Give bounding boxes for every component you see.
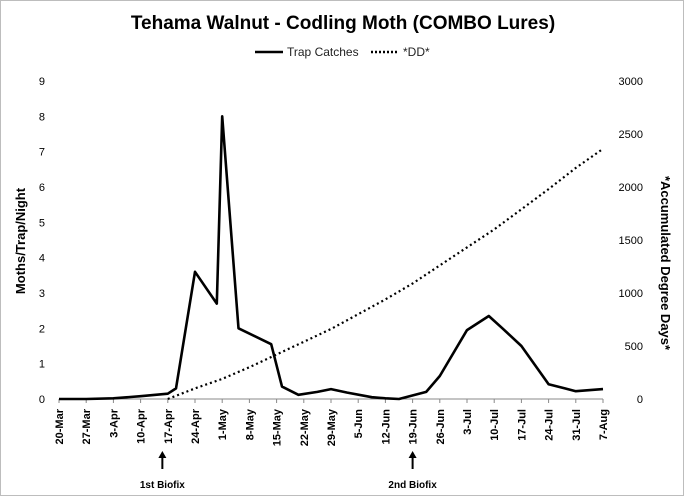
x-tick-label: 26-Jun [435,409,447,445]
chart-title: Tehama Walnut - Codling Moth (COMBO Lure… [131,13,555,34]
y-axis-right-title: *Accumulated Degree Days* [658,176,673,351]
y-right-tick-label: 0 [637,394,643,406]
y-left-tick-label: 3 [39,288,45,300]
x-tick-label: 8-May [244,408,256,440]
x-tick-label: 31-Jul [571,409,583,441]
x-tick-label: 27-Mar [81,408,93,444]
y-right-tick-label: 1000 [619,288,643,300]
x-tick-label: 19-Jun [408,409,420,445]
x-tick-label: 15-May [272,408,284,446]
x-tick-label: 12-Jun [380,409,392,445]
y-right-tick-label: 2500 [619,129,643,141]
y-left-tick-label: 4 [39,253,45,265]
x-tick-label: 22-May [299,408,311,446]
legend: Trap Catches *DD* [255,45,430,59]
series-trap-line [59,115,604,401]
plot-area [59,115,604,401]
x-tick-label: 3-Jul [462,409,474,435]
biofix-label: 2nd Biofix [388,480,437,491]
x-tick-label: 24-Jul [544,409,556,441]
x-tick-label: 24-Apr [190,408,202,444]
y-left-tick-label: 6 [39,182,45,194]
legend-trap-label: Trap Catches [287,45,359,59]
x-tick-label: 20-Mar [54,408,66,444]
y-right-tick-label: 500 [625,341,643,353]
x-tick-label: 17-Apr [163,408,175,444]
legend-dd-label: *DD* [403,45,430,59]
axes: 0 1 2 3 4 5 6 7 8 9 0 500 1000 1500 2000 2500 3000 20-Mar… [39,76,643,446]
x-tick-label: 10-Jul [489,409,501,441]
x-tick-label: 1-May [217,408,229,440]
y-left-tick-label: 0 [39,394,45,406]
x-tick-label: 10-Apr [136,408,148,444]
annotations: 1st Biofix 2nd Biofix [140,451,437,491]
x-tick-label: 7-Aug [598,409,610,440]
y-left-tick-label: 1 [39,359,45,371]
y-left-tick-label: 5 [39,217,45,229]
biofix-label: 1st Biofix [140,480,185,491]
x-tick-label: 5-Jun [353,409,365,439]
biofix-arrow-head [158,451,167,458]
y-axis-left-title: Moths/Trap/Night [13,187,28,294]
y-left-tick-label: 7 [39,147,45,159]
y-right-tick-label: 2000 [619,182,643,194]
y-right-tick-label: 3000 [619,76,643,88]
y-right-tick-label: 1500 [619,235,643,247]
x-tick-label: 3-Apr [108,408,120,437]
y-left-tick-label: 2 [39,323,45,335]
x-tick-label: 17-Jul [516,409,528,441]
x-tick-label: 29-May [326,408,338,446]
y-left-tick-label: 9 [39,76,45,88]
y-left-tick-label: 8 [39,111,45,123]
biofix-arrow-head [408,451,417,458]
